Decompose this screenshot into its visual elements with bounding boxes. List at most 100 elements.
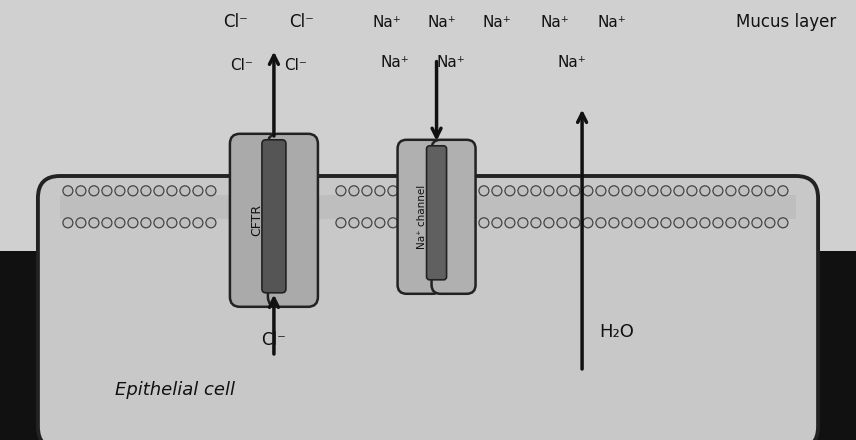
- Circle shape: [544, 186, 554, 196]
- Circle shape: [518, 186, 528, 196]
- Circle shape: [336, 186, 346, 196]
- Circle shape: [102, 186, 112, 196]
- Circle shape: [89, 186, 99, 196]
- Text: Cl⁻: Cl⁻: [223, 13, 248, 31]
- Circle shape: [739, 186, 749, 196]
- Text: Cl⁻: Cl⁻: [284, 58, 307, 73]
- Text: Epithelial cell: Epithelial cell: [115, 381, 235, 399]
- Text: H₂O: H₂O: [600, 323, 634, 341]
- Circle shape: [349, 218, 359, 228]
- FancyBboxPatch shape: [397, 140, 442, 294]
- Circle shape: [778, 186, 788, 196]
- Circle shape: [778, 218, 788, 228]
- Circle shape: [115, 218, 125, 228]
- Circle shape: [557, 186, 567, 196]
- Circle shape: [648, 218, 658, 228]
- Text: Na⁺: Na⁺: [557, 55, 586, 70]
- Circle shape: [206, 218, 216, 228]
- FancyBboxPatch shape: [426, 146, 447, 280]
- Circle shape: [115, 186, 125, 196]
- Circle shape: [726, 218, 736, 228]
- Circle shape: [713, 218, 723, 228]
- Circle shape: [752, 186, 762, 196]
- Circle shape: [596, 218, 606, 228]
- Circle shape: [206, 186, 216, 196]
- Circle shape: [674, 218, 684, 228]
- Circle shape: [596, 186, 606, 196]
- Circle shape: [479, 186, 489, 196]
- Circle shape: [102, 218, 112, 228]
- Text: Na⁺: Na⁺: [372, 15, 401, 29]
- Circle shape: [648, 186, 658, 196]
- Circle shape: [687, 218, 697, 228]
- Text: Na⁺: Na⁺: [482, 15, 511, 29]
- Circle shape: [661, 186, 671, 196]
- Circle shape: [128, 186, 138, 196]
- Circle shape: [531, 186, 541, 196]
- Circle shape: [388, 218, 398, 228]
- Circle shape: [609, 218, 619, 228]
- Circle shape: [362, 186, 372, 196]
- FancyBboxPatch shape: [38, 176, 818, 440]
- Circle shape: [570, 186, 580, 196]
- Circle shape: [154, 218, 163, 228]
- Circle shape: [167, 218, 177, 228]
- Circle shape: [661, 218, 671, 228]
- Circle shape: [635, 186, 645, 196]
- Circle shape: [362, 218, 372, 228]
- Circle shape: [609, 186, 619, 196]
- Circle shape: [752, 218, 762, 228]
- Circle shape: [63, 186, 73, 196]
- Circle shape: [128, 218, 138, 228]
- Text: Cl⁻: Cl⁻: [289, 13, 314, 31]
- Circle shape: [700, 218, 710, 228]
- Circle shape: [141, 186, 151, 196]
- Bar: [0, 251, 856, 440]
- Text: Na⁺: Na⁺: [380, 55, 409, 70]
- Circle shape: [713, 186, 723, 196]
- Circle shape: [765, 186, 775, 196]
- Circle shape: [492, 186, 502, 196]
- Bar: [0, 0, 856, 251]
- FancyBboxPatch shape: [268, 134, 318, 307]
- Circle shape: [375, 186, 385, 196]
- Bar: [60, 195, 796, 207]
- Circle shape: [739, 218, 749, 228]
- Circle shape: [193, 186, 203, 196]
- Circle shape: [492, 218, 502, 228]
- Circle shape: [700, 186, 710, 196]
- Circle shape: [76, 218, 86, 228]
- Circle shape: [63, 218, 73, 228]
- FancyBboxPatch shape: [230, 134, 280, 307]
- Circle shape: [557, 218, 567, 228]
- Text: CFTR: CFTR: [251, 204, 264, 236]
- Circle shape: [375, 218, 385, 228]
- Text: Na⁺: Na⁺: [437, 55, 465, 70]
- Circle shape: [193, 218, 203, 228]
- Circle shape: [635, 218, 645, 228]
- Circle shape: [349, 186, 359, 196]
- Circle shape: [570, 218, 580, 228]
- Circle shape: [154, 186, 163, 196]
- Circle shape: [622, 186, 632, 196]
- Text: Mucus layer: Mucus layer: [736, 13, 836, 31]
- Circle shape: [89, 218, 99, 228]
- Circle shape: [765, 218, 775, 228]
- Circle shape: [336, 218, 346, 228]
- Text: Cl⁻: Cl⁻: [261, 331, 287, 349]
- FancyBboxPatch shape: [431, 140, 476, 294]
- Circle shape: [674, 186, 684, 196]
- Text: Na⁺: Na⁺: [540, 15, 569, 29]
- Circle shape: [180, 218, 190, 228]
- Circle shape: [167, 186, 177, 196]
- Circle shape: [583, 186, 593, 196]
- Circle shape: [76, 186, 86, 196]
- Circle shape: [505, 218, 515, 228]
- Bar: [60, 207, 796, 219]
- Circle shape: [518, 218, 528, 228]
- Text: Cl⁻: Cl⁻: [230, 58, 253, 73]
- Circle shape: [687, 186, 697, 196]
- Circle shape: [505, 186, 515, 196]
- Text: Na⁺: Na⁺: [597, 15, 626, 29]
- Circle shape: [141, 218, 151, 228]
